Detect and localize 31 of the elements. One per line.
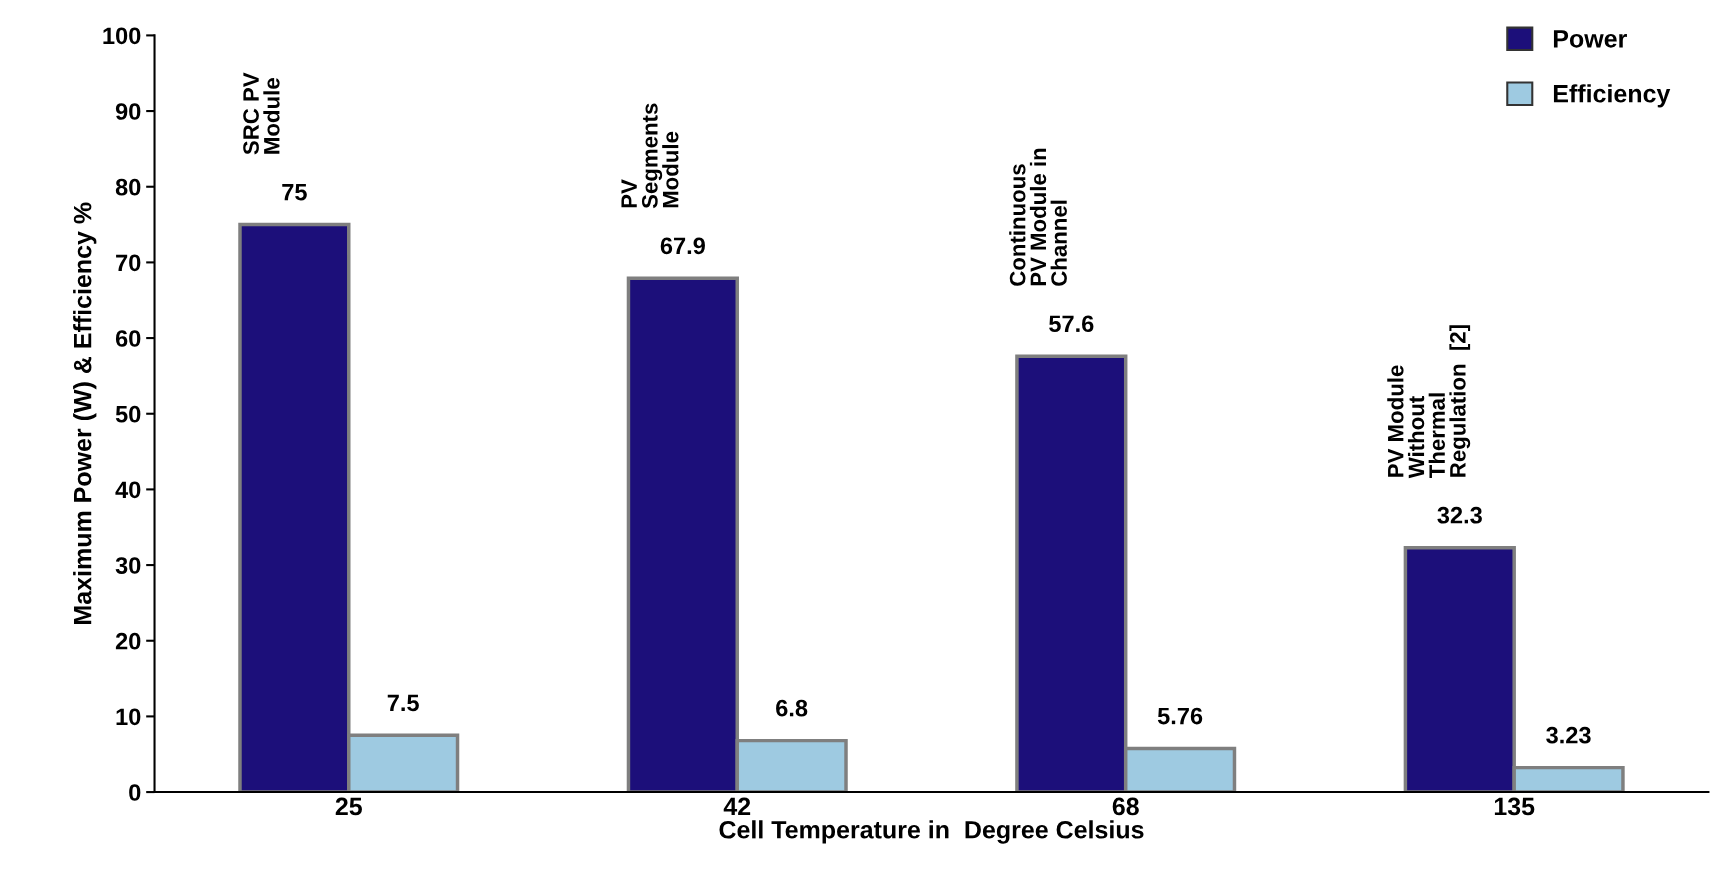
data-label: 57.6 <box>1049 315 1094 333</box>
x-tick-label: 68 <box>1112 797 1139 816</box>
x-tick-label: 42 <box>723 797 751 816</box>
y-tick-label: 100 <box>103 27 141 45</box>
annotation: SRC PV Module <box>243 72 280 155</box>
annotation: Continuous PV Module in Channel <box>1009 148 1067 286</box>
y-tick-label: 80 <box>115 178 141 196</box>
y-tick-label: 50 <box>115 405 141 423</box>
y-tick-label: 0 <box>129 784 141 801</box>
data-label: 67.9 <box>660 237 705 255</box>
y-tick-label: 70 <box>116 254 141 272</box>
y-tick-label: 60 <box>115 330 141 347</box>
y-tick-label: 30 <box>115 557 141 574</box>
annotation: PV Module Without Thermal Regulation [2] <box>1387 325 1471 479</box>
x-axis-title: Cell Temperature in Degree Celsius <box>719 820 1144 844</box>
x-tick-label: 25 <box>335 797 362 816</box>
x-tick-label: 135 <box>1494 797 1535 816</box>
y-tick-label: 90 <box>115 103 141 120</box>
y-tick-label: 40 <box>115 481 141 499</box>
data-label: 6.8 <box>776 699 808 717</box>
y-tick-label: 10 <box>116 708 141 726</box>
data-label: 7.5 <box>387 694 419 712</box>
y-tick-label: 20 <box>115 632 141 650</box>
data-label: 3.23 <box>1546 726 1591 744</box>
data-label: 5.76 <box>1157 707 1203 725</box>
legend-label: Efficiency <box>1553 84 1671 108</box>
legend-label: Power <box>1553 30 1627 48</box>
y-axis-title: Maximum Power (W) & Efficiency % <box>73 202 97 624</box>
data-label: 32.3 <box>1437 506 1482 524</box>
annotation: PV Segments Module <box>621 103 679 209</box>
data-label: 75 <box>282 183 307 201</box>
